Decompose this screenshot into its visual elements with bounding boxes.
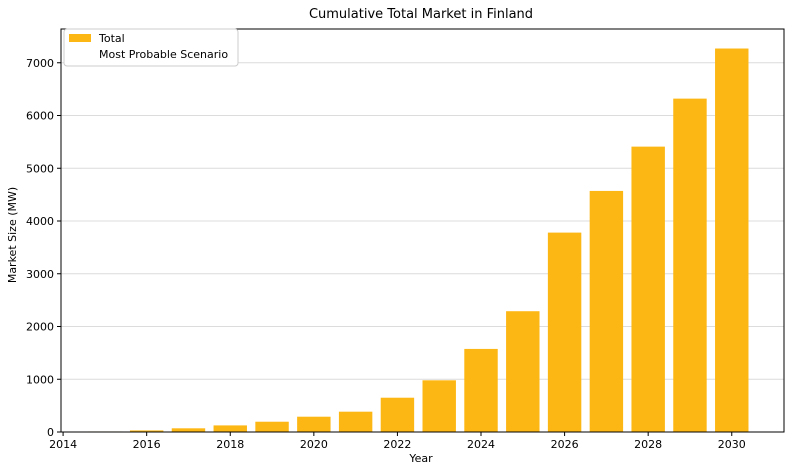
legend: Total Most Probable Scenario <box>63 28 239 67</box>
y-tick-label: 2000 <box>26 321 54 334</box>
y-tick-label: 4000 <box>26 215 54 228</box>
y-tick-label: 7000 <box>26 57 54 70</box>
legend-box <box>63 28 239 67</box>
x-axis-ticks: 2014 2016 2018 2020 2022 2024 2026 2028 2030 <box>49 432 746 451</box>
y-tick-label: 3000 <box>26 268 54 281</box>
x-tick-label: 2018 <box>216 438 244 451</box>
bar-2028 <box>631 146 665 432</box>
x-axis-label: Year <box>408 452 433 465</box>
bar-2020 <box>297 416 331 432</box>
y-tick-label: 0 <box>47 426 54 439</box>
x-tick-label: 2020 <box>300 438 328 451</box>
bars <box>88 48 749 433</box>
bar-2027 <box>589 190 624 432</box>
x-tick-label: 2030 <box>718 438 746 451</box>
bar-2019 <box>255 421 289 432</box>
y-axis-ticks: 0 1000 2000 3000 4000 5000 6000 7000 <box>26 57 61 439</box>
x-tick-label: 2022 <box>383 438 411 451</box>
bar-2024 <box>464 348 498 432</box>
x-tick-label: 2028 <box>634 438 662 451</box>
bar-2030 <box>715 48 749 432</box>
y-tick-label: 5000 <box>26 162 54 175</box>
y-tick-label: 6000 <box>26 110 54 123</box>
bar-2018 <box>213 425 247 432</box>
y-tick-label: 1000 <box>26 373 54 386</box>
legend-swatch-total <box>69 34 91 42</box>
x-tick-label: 2014 <box>49 438 77 451</box>
y-axis-label: Market Size (MW) <box>6 187 19 283</box>
bar-2025 <box>506 311 540 432</box>
legend-entry-total: Total <box>98 32 125 45</box>
bar-2026 <box>547 232 582 432</box>
bar-2029 <box>673 98 707 433</box>
bar-2016 <box>129 430 164 432</box>
legend-entry-scenario: Most Probable Scenario <box>99 48 228 61</box>
bar-2022 <box>380 397 415 432</box>
bar-2021 <box>338 411 373 432</box>
x-tick-label: 2016 <box>133 438 161 451</box>
x-tick-label: 2026 <box>551 438 579 451</box>
plot-frame <box>60 28 785 433</box>
bar-2023 <box>422 380 456 432</box>
x-tick-label: 2024 <box>467 438 495 451</box>
chart-title: Cumulative Total Market in Finland <box>309 7 533 22</box>
bar-2017 <box>171 428 206 432</box>
